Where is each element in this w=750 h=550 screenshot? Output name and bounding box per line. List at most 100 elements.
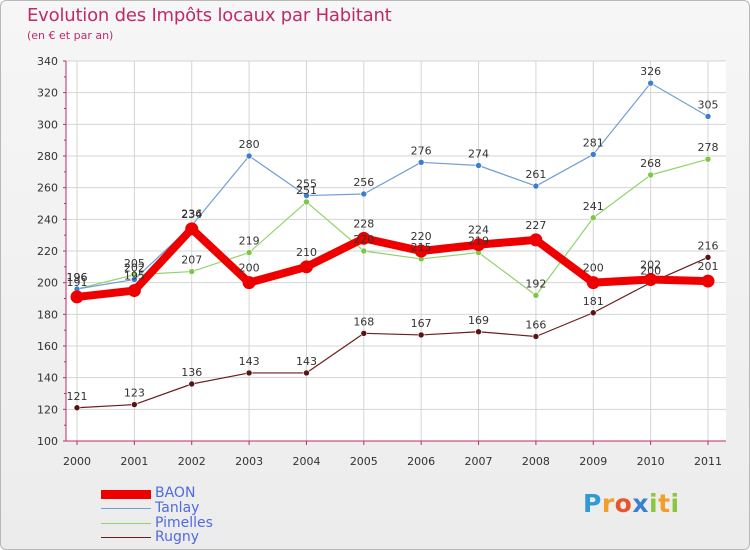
data-label-pimelles: 207	[181, 254, 202, 267]
logo-letter: i	[649, 489, 659, 518]
data-label-baon: 202	[640, 259, 661, 272]
data-label-baon: 200	[583, 262, 604, 275]
legend-swatch-baon	[101, 490, 151, 499]
legend-label-pimelles: Pimelles	[155, 515, 213, 531]
data-point-baon	[299, 260, 313, 274]
data-point-baon	[414, 244, 428, 258]
data-label-baon: 227	[525, 219, 546, 232]
data-label-rugny: 136	[181, 366, 202, 379]
data-label-pimelles: 215	[411, 241, 432, 254]
data-point-tanlay	[647, 79, 654, 87]
chart-title: Evolution des Impôts locaux par Habitant	[27, 5, 392, 26]
y-tick-label: 320	[37, 87, 58, 100]
logo-letter: t	[658, 489, 671, 518]
data-label-baon: 200	[239, 262, 260, 275]
x-tick-label: 2011	[694, 455, 722, 468]
data-point-rugny	[417, 331, 425, 339]
data-label-tanlay: 274	[468, 148, 489, 161]
data-point-pimelles	[360, 247, 368, 255]
data-point-tanlay	[475, 162, 482, 169]
x-tick-label: 2007	[465, 455, 493, 468]
data-point-baon	[529, 233, 543, 247]
x-tick-label: 2000	[63, 455, 91, 468]
y-tick-label: 280	[37, 150, 58, 163]
y-tick-label: 220	[37, 245, 58, 258]
series-line-pimelles	[76, 158, 709, 296]
data-point-rugny	[245, 369, 253, 377]
data-point-tanlay	[532, 182, 540, 190]
legend-label-baon: BAON	[155, 485, 196, 501]
data-point-baon	[127, 284, 141, 298]
data-point-pimelles	[647, 171, 654, 179]
data-point-baon	[586, 276, 600, 290]
data-point-rugny	[704, 254, 712, 261]
legend-swatch-rugny	[101, 537, 151, 538]
data-label-pimelles: 241	[583, 200, 604, 213]
data-point-rugny	[589, 309, 597, 317]
x-tick-label: 2004	[292, 455, 320, 468]
x-tick-label: 2006	[407, 455, 435, 468]
data-label-rugny: 143	[296, 355, 317, 368]
data-point-baon	[701, 274, 715, 288]
logo-letter: x	[632, 489, 649, 518]
data-point-tanlay	[131, 276, 138, 283]
logo-letter: P	[583, 489, 602, 518]
data-point-rugny	[303, 369, 310, 377]
data-point-pimelles	[188, 268, 196, 275]
data-label-baon: 220	[411, 230, 432, 243]
data-label-rugny: 200	[640, 265, 661, 278]
proxiti-logo: Proxiti	[583, 489, 680, 518]
data-label-baon: 210	[296, 246, 317, 259]
data-label-rugny: 121	[67, 390, 88, 403]
data-point-baon	[644, 273, 658, 286]
x-tick-label: 2002	[178, 455, 206, 468]
data-label-rugny: 166	[525, 319, 546, 332]
data-point-baon	[242, 276, 256, 290]
data-point-baon	[472, 238, 486, 252]
data-label-tanlay: 256	[353, 176, 374, 189]
data-label-tanlay: 281	[583, 136, 604, 149]
y-tick-label: 200	[37, 277, 58, 290]
x-tick-label: 2005	[350, 455, 378, 468]
legend-swatch-tanlay	[101, 508, 151, 509]
y-tick-label: 340	[37, 55, 58, 68]
data-label-pimelles: 251	[296, 184, 317, 197]
data-label-rugny: 181	[583, 295, 604, 308]
legend-label-tanlay: Tanlay	[155, 500, 200, 516]
data-point-tanlay	[704, 113, 712, 120]
axes: 100 120 140 160 180 200 220 240 260 280 300 320 340 2…	[37, 55, 726, 468]
data-label-tanlay: 280	[239, 138, 260, 151]
data-point-tanlay	[303, 192, 310, 199]
data-label-pimelles: 219	[468, 235, 489, 248]
y-tick-label: 260	[37, 182, 58, 195]
data-label-baon: 195	[124, 270, 145, 283]
data-point-pimelles	[245, 249, 253, 256]
x-tick-label: 2008	[522, 455, 550, 468]
data-label-tanlay: 255	[296, 178, 317, 191]
data-label-baon: 228	[353, 217, 374, 230]
data-point-rugny	[131, 401, 138, 408]
chart-subtitle: (en € et par an)	[27, 29, 114, 42]
data-label-rugny: 169	[468, 314, 489, 327]
y-tick-label: 240	[37, 213, 58, 226]
data-point-pimelles	[532, 292, 540, 299]
logo-letter: o	[614, 489, 633, 518]
data-label-rugny: 167	[411, 317, 432, 330]
data-point-rugny	[532, 333, 540, 340]
y-tick-label: 100	[37, 435, 58, 448]
logo-letter: i	[670, 489, 680, 518]
data-point-pimelles	[303, 198, 310, 206]
data-label-rugny: 143	[239, 355, 260, 368]
data-point-rugny	[73, 404, 81, 412]
data-point-pimelles	[704, 155, 712, 163]
data-label-pimelles: 220	[353, 233, 374, 246]
data-point-pimelles	[589, 214, 597, 222]
data-label-baon: 191	[67, 276, 88, 289]
data-label-tanlay: 236	[181, 208, 202, 221]
data-label-rugny: 168	[353, 315, 374, 328]
series-line-rugny	[76, 256, 709, 409]
data-point-rugny	[360, 330, 368, 337]
y-tick-label: 300	[37, 118, 58, 131]
